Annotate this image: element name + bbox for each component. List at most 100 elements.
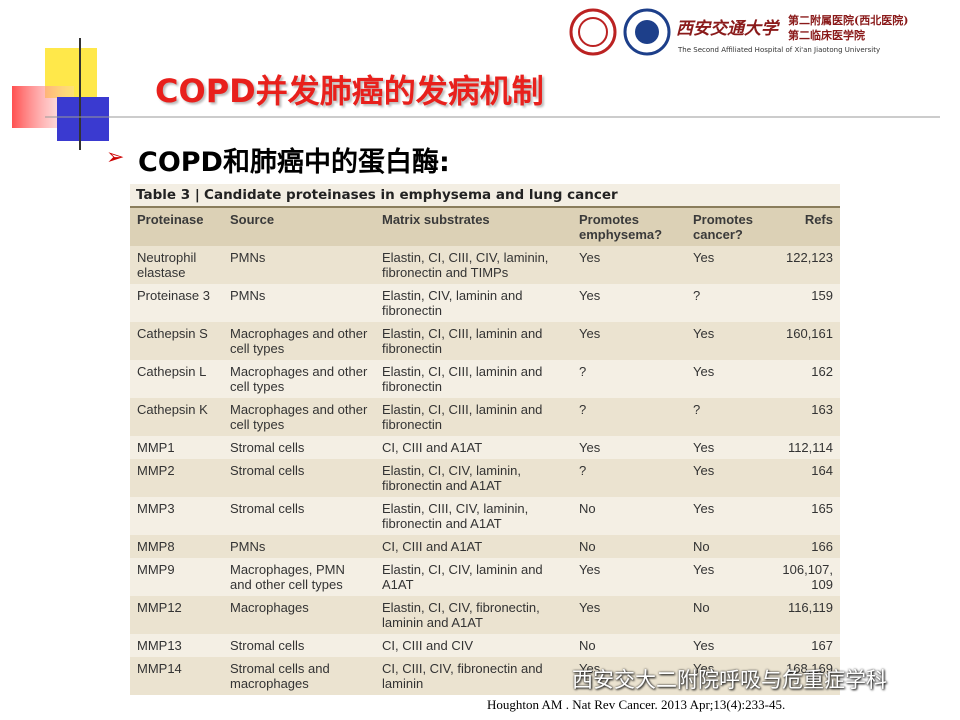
table-cell: Yes <box>572 657 686 695</box>
table-cell: CI, CIII and A1AT <box>375 535 572 558</box>
table-cell: 116,119 <box>771 596 840 634</box>
table-cell: CI, CIII, CIV, fibronectin and laminin <box>375 657 572 695</box>
column-header: Proteinase <box>130 208 223 246</box>
column-header: Matrix substrates <box>375 208 572 246</box>
table-cell: ? <box>572 459 686 497</box>
table-cell: ? <box>572 398 686 436</box>
table-cell: Elastin, CI, CIII, laminin and fibronect… <box>375 398 572 436</box>
table-cell: ? <box>686 398 771 436</box>
column-header: Promotes cancer? <box>686 208 771 246</box>
table-cell: Yes <box>572 322 686 360</box>
table-cell: 160,161 <box>771 322 840 360</box>
table-cell: No <box>686 596 771 634</box>
table-cell: No <box>572 634 686 657</box>
table-cell: PMNs <box>223 246 375 284</box>
table-cell: Yes <box>686 436 771 459</box>
table-cell: ? <box>686 284 771 322</box>
table-cell: No <box>572 535 686 558</box>
table-cell: 159 <box>771 284 840 322</box>
logo-cn-name: 西安交通大学 <box>676 19 778 39</box>
table-cell: Neutrophil elastase <box>130 246 223 284</box>
table: Proteinase Source Matrix substrates Promote… <box>130 208 840 695</box>
table-cell: MMP13 <box>130 634 223 657</box>
table-cell: MMP14 <box>130 657 223 695</box>
table-cell: 122,123 <box>771 246 840 284</box>
table-cell: Stromal cells <box>223 436 375 459</box>
header-row: Proteinase Source Matrix substrates Promote… <box>130 208 840 246</box>
caption-label: Table 3 | <box>136 187 200 203</box>
table-row: MMP9 Macrophages, PMN and other cell type… <box>130 558 840 596</box>
table-cell: Yes <box>572 558 686 596</box>
table-cell: Cathepsin L <box>130 360 223 398</box>
table-cell: Macrophages and other cell types <box>223 360 375 398</box>
table-cell: Macrophages and other cell types <box>223 398 375 436</box>
table-cell: MMP12 <box>130 596 223 634</box>
table-cell: CI, CIII and A1AT <box>375 436 572 459</box>
slide-title: COPD并发肺癌的发病机制 <box>155 72 544 110</box>
column-header: Refs <box>771 208 840 246</box>
table-cell: Elastin, CI, CIV, laminin, fibronectin a… <box>375 459 572 497</box>
table-cell: 106,107, 109 <box>771 558 840 596</box>
column-header: Source <box>223 208 375 246</box>
table-cell: MMP1 <box>130 436 223 459</box>
table-cell: Stromal cells <box>223 459 375 497</box>
logo-en: The Second Affiliated Hospital of Xi'an … <box>678 46 881 54</box>
table-cell: Yes <box>572 284 686 322</box>
table-cell: Yes <box>686 360 771 398</box>
table-cell: Cathepsin S <box>130 322 223 360</box>
table-cell: Yes <box>686 459 771 497</box>
table-cell: 164 <box>771 459 840 497</box>
table-row: Proteinase 3 PMNs Elastin, CIV, laminin an… <box>130 284 840 322</box>
table-cell: Yes <box>686 322 771 360</box>
table-row: MMP3 Stromal cells Elastin, CIII, CIV, lam… <box>130 497 840 535</box>
table-cell: Yes <box>572 596 686 634</box>
table-cell: MMP9 <box>130 558 223 596</box>
caption-text: Candidate proteinases in emphysema and l… <box>204 187 618 203</box>
table-cell: No <box>572 497 686 535</box>
logo-xjtu-inner <box>578 17 608 47</box>
blue-square <box>57 97 109 141</box>
table-row: MMP13 Stromal cells CI, CIII and CIV No Yes 1… <box>130 634 840 657</box>
table-cell: 167 <box>771 634 840 657</box>
table-cell: Cathepsin K <box>130 398 223 436</box>
table-cell: 166 <box>771 535 840 558</box>
table-cell: Macrophages and other cell types <box>223 322 375 360</box>
table-cell: Stromal cells <box>223 634 375 657</box>
table-cell: CI, CIII and CIV <box>375 634 572 657</box>
table-row: MMP12 Macrophages Elastin, CI, CIV, fibron… <box>130 596 840 634</box>
table-cell: MMP2 <box>130 459 223 497</box>
table-cell: Proteinase 3 <box>130 284 223 322</box>
table-cell: PMNs <box>223 535 375 558</box>
table-row: Cathepsin L Macrophages and other cell ty… <box>130 360 840 398</box>
table-cell: 162 <box>771 360 840 398</box>
table-cell: Stromal cells and macrophages <box>223 657 375 695</box>
table-cell: Yes <box>686 558 771 596</box>
table-cell: MMP8 <box>130 535 223 558</box>
watermark: 西安交大二附院呼吸与危重症学科 <box>572 668 887 692</box>
table-cell: Macrophages <box>223 596 375 634</box>
bullet-text: COPD和肺癌中的蛋白酶: <box>138 147 450 178</box>
table-cell: No <box>686 535 771 558</box>
table-row: Neutrophil elastase PMNs Elastin, CI, CIII… <box>130 246 840 284</box>
bullet-arrow: ➢ <box>106 145 125 170</box>
table-cell: ? <box>572 360 686 398</box>
table-cell: Macrophages, PMN and other cell types <box>223 558 375 596</box>
logo-xjtu <box>569 8 617 56</box>
logo-cn-college: 第二临床医学院 <box>788 29 865 42</box>
table-cell: Yes <box>686 657 771 695</box>
table-cell: Elastin, CI, CIII, CIV, laminin, fibrone… <box>375 246 572 284</box>
table-cell: PMNs <box>223 284 375 322</box>
table-cell: Elastin, CI, CIV, fibronectin, laminin a… <box>375 596 572 634</box>
logo-cn-hospital: 第二附属医院(西北医院) <box>788 14 909 27</box>
citation: Houghton AM . Nat Rev Cancer. 2013 Apr;1… <box>487 697 786 712</box>
table-cell: Elastin, CI, CIII, laminin and fibronect… <box>375 360 572 398</box>
table-cell: MMP3 <box>130 497 223 535</box>
table-cell: Yes <box>572 436 686 459</box>
table-cell: 165 <box>771 497 840 535</box>
table-row: MMP1 Stromal cells CI, CIII and A1AT Yes Yes… <box>130 436 840 459</box>
column-header: Promotes emphysema? <box>572 208 686 246</box>
table-cell: Elastin, CIII, CIV, laminin, fibronectin… <box>375 497 572 535</box>
table-caption: Table 3 | Candidate proteinases in emphy… <box>130 184 840 208</box>
